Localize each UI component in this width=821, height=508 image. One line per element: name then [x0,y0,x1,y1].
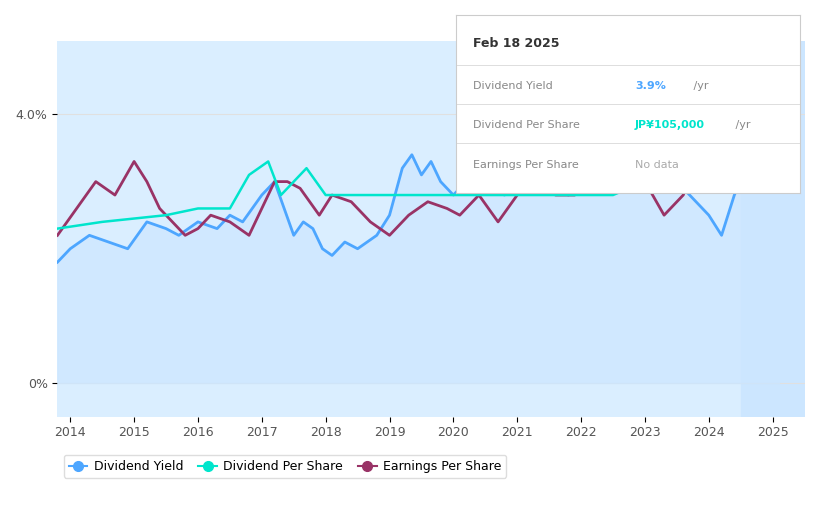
Text: No data: No data [635,160,679,170]
Text: Earnings Per Share: Earnings Per Share [473,160,579,170]
Text: Dividend Yield: Dividend Yield [473,81,553,91]
Legend: Dividend Yield, Dividend Per Share, Earnings Per Share: Dividend Yield, Dividend Per Share, Earn… [64,455,507,478]
Text: JP¥105,000: JP¥105,000 [635,120,705,131]
Text: /yr: /yr [690,81,709,91]
Bar [741,41,805,417]
Text: /yr: /yr [732,120,750,131]
Text: 3.9%: 3.9% [635,81,666,91]
Text: Dividend Per Share: Dividend Per Share [473,120,580,131]
Text: Feb 18 2025: Feb 18 2025 [473,37,559,50]
Text: Past: Past [742,58,765,68]
